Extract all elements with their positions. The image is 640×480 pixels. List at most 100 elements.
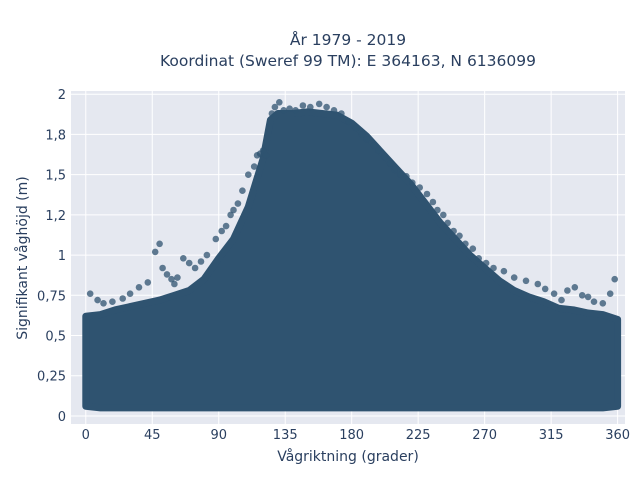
scatter-point: [245, 171, 252, 178]
scatter-point: [397, 171, 404, 178]
scatter-point: [456, 232, 463, 240]
scatter-point: [109, 298, 116, 306]
scatter-point: [212, 235, 220, 243]
scatter-point: [307, 103, 314, 111]
scatter-point: [403, 173, 410, 180]
x-tick-label: 0: [82, 428, 90, 443]
scatter-point: [156, 240, 163, 248]
scatter-point: [429, 198, 437, 206]
scatter-point: [590, 298, 598, 306]
scatter-point: [280, 107, 288, 114]
scatter-point: [315, 100, 323, 108]
scatter-point: [380, 153, 388, 161]
scatter-point: [292, 107, 299, 114]
scatter-point: [611, 275, 618, 283]
x-tick-label: 225: [406, 428, 431, 443]
scatter-point: [94, 296, 101, 304]
chart-title-line-1: År 1979 - 2019: [290, 30, 406, 49]
scatter-point: [286, 105, 293, 112]
scatter-point: [259, 147, 267, 154]
scatter-point: [144, 279, 152, 286]
x-tick-label: 45: [144, 428, 161, 443]
y-tick-label: 0,5: [45, 330, 66, 345]
scatter-point: [550, 290, 558, 298]
scatter-point: [168, 275, 175, 283]
scatter-point: [564, 287, 571, 294]
scatter-point: [230, 206, 237, 214]
scatter-point: [185, 259, 193, 267]
x-tick-label: 315: [539, 428, 564, 443]
scatter-point: [203, 251, 211, 259]
scatter-point: [578, 292, 586, 299]
scatter-point: [262, 152, 270, 159]
scatter-point: [338, 110, 345, 117]
scatter-point: [250, 163, 258, 170]
scatter-point: [358, 131, 366, 138]
y-tick-label: 1,5: [45, 169, 66, 184]
scatter-point: [197, 258, 205, 265]
y-tick-label: 1,8: [45, 128, 66, 143]
scatter-point: [180, 254, 187, 262]
y-tick-label: 0,75: [37, 289, 66, 304]
scatter-point: [100, 300, 107, 307]
scatter-point: [500, 267, 508, 275]
scatter-point: [416, 184, 424, 191]
y-tick-label: 0: [58, 410, 66, 425]
scatter-point: [271, 103, 279, 111]
scatter-point: [423, 190, 431, 198]
scatter-point: [330, 107, 338, 114]
scatter-point: [171, 280, 178, 288]
scatter-point: [227, 211, 234, 219]
scatter-point: [86, 290, 94, 298]
scatter-point: [440, 211, 447, 219]
scatter-point: [323, 103, 330, 111]
scatter-point: [352, 124, 360, 132]
scatter-point: [510, 274, 518, 281]
y-axis-label: Signifikant våghöjd (m): [14, 176, 31, 339]
scatter-point: [174, 274, 181, 281]
scatter-point: [386, 160, 394, 167]
scatter-point: [191, 264, 199, 272]
y-tick-label: 0,25: [37, 370, 66, 385]
scatter-point: [135, 284, 143, 291]
x-tick-label: 180: [339, 428, 364, 443]
y-tick-label: 2: [58, 88, 66, 103]
scatter-point: [450, 227, 457, 235]
x-tick-label: 90: [210, 428, 227, 443]
scatter-point: [541, 285, 549, 293]
scatter-point: [299, 102, 307, 109]
x-axis-label: Vågriktning (grader): [277, 448, 419, 465]
scatter-point: [482, 259, 490, 267]
x-axis-ticks: 0 45 90 135 180 225 270 315 360: [82, 428, 630, 443]
scatter-point: [490, 264, 497, 272]
scatter-point: [218, 227, 225, 235]
y-axis-ticks: 0 0,25 0,5 0,75 1 1,2 1,5 1,8 2: [37, 88, 66, 425]
scatter-point: [469, 245, 477, 252]
x-tick-label: 270: [472, 428, 497, 443]
scatter-point: [268, 110, 276, 117]
scatter-point: [234, 200, 242, 207]
scatter-points: [86, 99, 618, 307]
scatter-point: [534, 280, 542, 288]
scatter-point: [409, 179, 416, 186]
scatter-point: [599, 300, 607, 307]
scatter-point: [370, 142, 378, 149]
scatter-point: [119, 295, 126, 302]
scatter-point: [276, 99, 283, 106]
scatter-point: [159, 264, 166, 272]
scatter-point: [391, 166, 398, 174]
scatter-point: [345, 118, 353, 125]
scatter-point: [222, 222, 230, 230]
scatter-point: [239, 187, 246, 194]
scatter-density-envelope: [82, 108, 622, 412]
scatter-point: [584, 293, 592, 301]
scatter-point: [522, 277, 530, 285]
y-tick-label: 1: [58, 249, 66, 264]
x-tick-label: 360: [605, 428, 630, 443]
scatter-point: [444, 219, 452, 227]
scatter-point: [163, 271, 171, 278]
y-tick-label: 1,2: [45, 209, 66, 224]
scatter-point: [434, 206, 441, 214]
